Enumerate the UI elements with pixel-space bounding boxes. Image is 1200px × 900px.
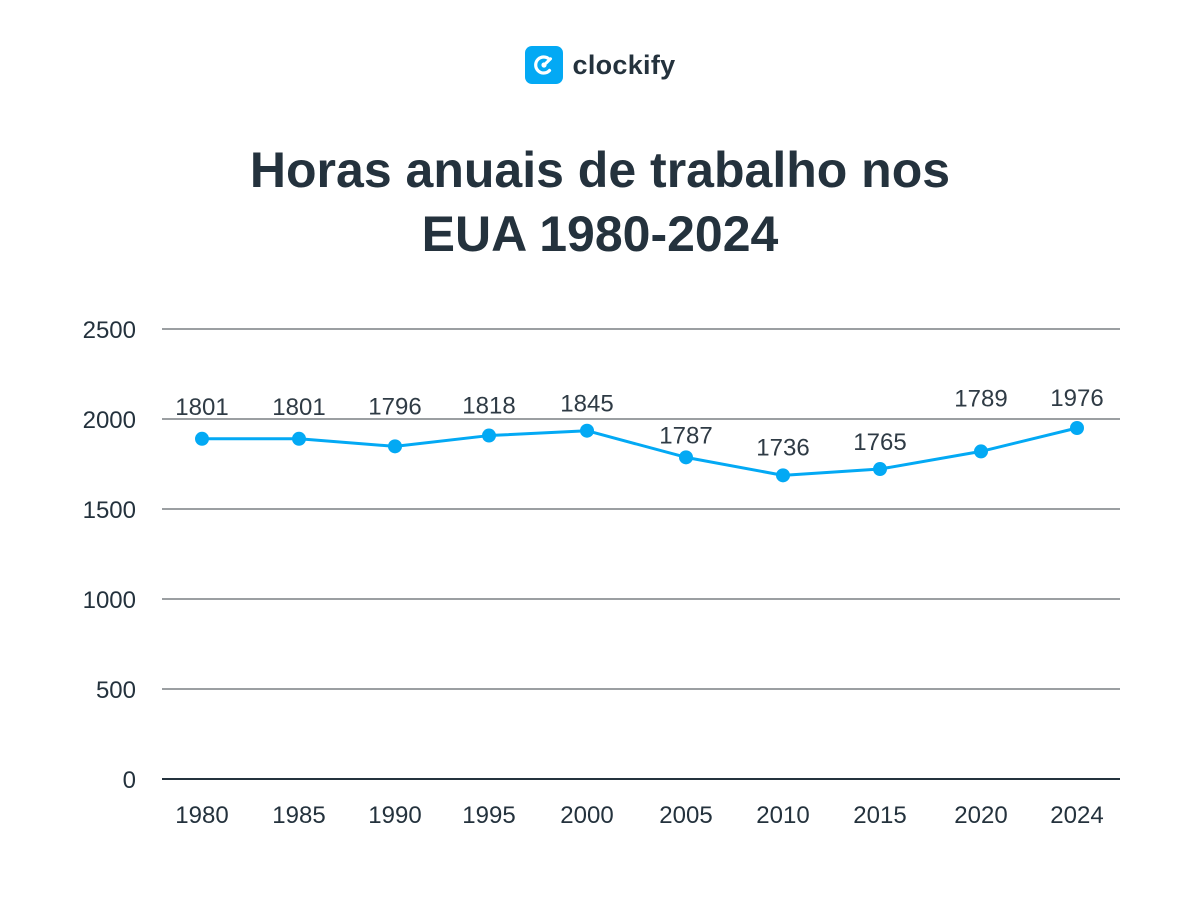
x-tick-label: 2020 xyxy=(954,802,1007,829)
brand-name: clockify xyxy=(572,49,676,80)
y-tick-label: 1000 xyxy=(83,587,136,614)
clockify-logo-icon xyxy=(524,46,563,84)
data-point xyxy=(388,439,402,454)
data-point xyxy=(482,428,496,443)
data-point xyxy=(974,444,988,459)
y-tick-label: 2000 xyxy=(83,407,136,434)
data-label: 1789 xyxy=(954,385,1007,412)
x-tick-label: 1995 xyxy=(462,802,515,829)
data-label: 1796 xyxy=(368,393,421,420)
data-point xyxy=(679,450,693,465)
x-tick-label: 1980 xyxy=(175,802,228,829)
x-tick-label: 1990 xyxy=(368,802,421,829)
chart-title-line-2: EUA 1980-2024 xyxy=(421,206,779,262)
data-label: 1845 xyxy=(560,391,613,418)
data-point xyxy=(195,431,209,446)
y-tick-label: 1500 xyxy=(83,497,136,524)
data-label: 1765 xyxy=(853,429,906,456)
x-tick-label: 2010 xyxy=(756,802,809,829)
data-point xyxy=(873,462,887,477)
data-point xyxy=(292,431,306,446)
chart-title: Horas anuais de trabalho nos EUA 1980-20… xyxy=(150,138,1050,266)
brand-header: clockify xyxy=(0,46,1200,84)
data-label: 1736 xyxy=(756,434,809,461)
data-label: 1818 xyxy=(462,393,515,420)
data-point xyxy=(580,423,594,438)
y-tick-label: 0 xyxy=(123,767,136,794)
data-label: 1801 xyxy=(175,394,228,421)
data-label: 1787 xyxy=(659,422,712,449)
x-tick-label: 1985 xyxy=(272,802,325,829)
x-tick-label: 2005 xyxy=(659,802,712,829)
x-tick-label: 2000 xyxy=(560,802,613,829)
data-point xyxy=(1070,421,1084,435)
y-tick-label: 500 xyxy=(96,677,136,704)
x-tick-label: 2024 xyxy=(1050,802,1103,829)
chart-title-line-1: Horas anuais de trabalho nos xyxy=(249,142,951,198)
data-label: 1976 xyxy=(1050,385,1103,412)
y-tick-label: 2500 xyxy=(83,317,136,344)
data-point xyxy=(776,468,790,483)
series-line xyxy=(202,426,1078,477)
data-label: 1801 xyxy=(272,394,325,421)
x-tick-label: 2015 xyxy=(853,802,906,829)
